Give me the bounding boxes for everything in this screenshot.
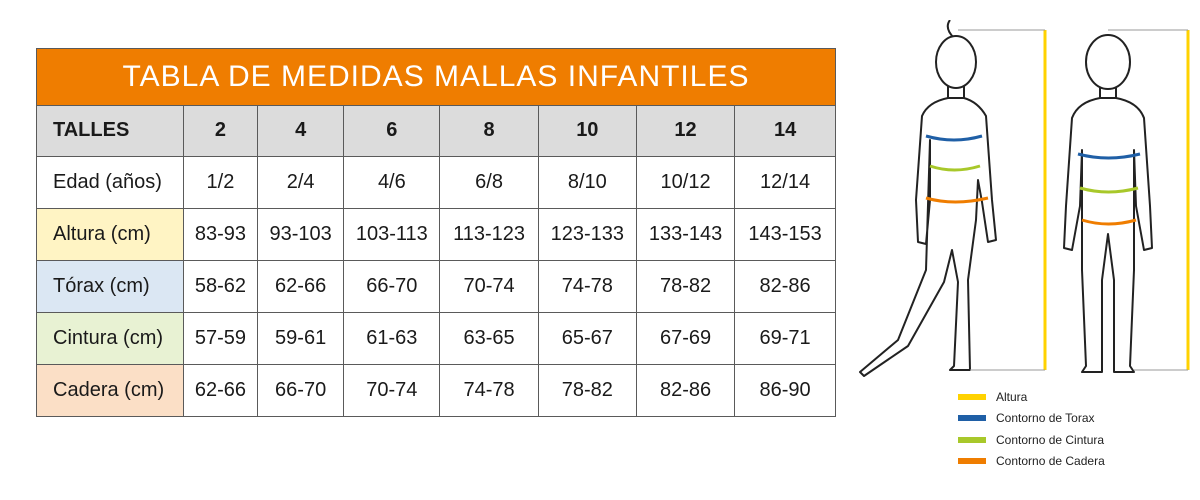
row-label: Cintura (cm) <box>37 311 184 365</box>
cell: 66-70 <box>343 259 441 313</box>
cell: 58-62 <box>182 259 259 313</box>
size-header: 6 <box>343 106 441 157</box>
legend-label: Contorno de Torax <box>996 411 1095 426</box>
cell: 10/12 <box>635 155 736 209</box>
cell: 78-82 <box>635 259 736 313</box>
size-header: 8 <box>439 106 539 157</box>
cell: 93-103 <box>257 207 345 261</box>
header-row: TALLES 2 4 6 8 10 12 14 <box>37 106 835 157</box>
cell: 78-82 <box>537 363 637 416</box>
measurements-grid: TALLES 2 4 6 8 10 12 14 Edad (años) 1/2 … <box>37 106 835 416</box>
cell: 8/10 <box>537 155 637 209</box>
legend-item-torax: Contorno de Torax <box>958 408 1105 430</box>
girl-hip-line <box>925 196 989 204</box>
cell: 66-70 <box>257 363 345 416</box>
cell: 133-143 <box>635 207 736 261</box>
cell: 62-66 <box>182 363 259 416</box>
cell: 74-78 <box>439 363 539 416</box>
cell: 69-71 <box>734 311 835 365</box>
legend-label: Contorno de Cintura <box>996 432 1105 447</box>
cell: 65-67 <box>537 311 637 365</box>
boy-chest-line <box>1077 152 1141 160</box>
cell: 61-63 <box>343 311 441 365</box>
cell: 63-65 <box>439 311 539 365</box>
cell: 143-153 <box>734 207 835 261</box>
cell: 103-113 <box>343 207 441 261</box>
size-header: 12 <box>635 106 736 157</box>
table-row: Cintura (cm) 57-59 59-61 61-63 63-65 65-… <box>37 311 835 365</box>
cell: 86-90 <box>734 363 835 416</box>
legend-item-cintura: Contorno de Cintura <box>958 429 1105 451</box>
legend-swatch <box>958 415 986 422</box>
cell: 70-74 <box>439 259 539 313</box>
cell: 82-86 <box>734 259 835 313</box>
girl-chest-line <box>925 134 983 142</box>
body-measurement-illustration <box>859 20 1190 377</box>
table-title: TABLA DE MEDIDAS MALLAS INFANTILES <box>37 49 835 106</box>
cell: 74-78 <box>537 259 637 313</box>
header-label: TALLES <box>37 106 184 157</box>
table-row: Altura (cm) 83-93 93-103 103-113 113-123… <box>37 207 835 261</box>
cell: 70-74 <box>343 363 441 416</box>
legend-swatch <box>958 393 986 400</box>
table-row: Tórax (cm) 58-62 62-66 66-70 70-74 74-78… <box>37 259 835 313</box>
legend-item-cadera: Contorno de Cadera <box>958 451 1105 473</box>
row-label: Altura (cm) <box>37 207 184 261</box>
cell: 82-86 <box>635 363 736 416</box>
measurement-legend: Altura Contorno de Torax Contorno de Cin… <box>958 386 1105 472</box>
cell: 123-133 <box>537 207 637 261</box>
size-header: 14 <box>734 106 835 157</box>
table-row: Edad (años) 1/2 2/4 4/6 6/8 8/10 10/12 1… <box>37 155 835 209</box>
boy-waist-line <box>1079 186 1139 194</box>
legend-swatch <box>958 436 986 443</box>
legend-label: Contorno de Cadera <box>996 454 1105 469</box>
girl-figure <box>859 20 997 377</box>
row-label: Cadera (cm) <box>37 363 184 416</box>
cell: 6/8 <box>439 155 539 209</box>
cell: 67-69 <box>635 311 736 365</box>
girl-waist-line <box>929 164 981 172</box>
size-table: TABLA DE MEDIDAS MALLAS INFANTILES TALLE… <box>36 48 836 417</box>
size-header: 4 <box>257 106 345 157</box>
size-header: 10 <box>537 106 637 157</box>
legend-swatch <box>958 458 986 465</box>
cell: 59-61 <box>257 311 345 365</box>
cell: 83-93 <box>182 207 259 261</box>
cell: 57-59 <box>182 311 259 365</box>
cell: 1/2 <box>182 155 259 209</box>
cell: 62-66 <box>257 259 345 313</box>
boy-figure <box>1063 34 1153 373</box>
legend-label: Altura <box>996 389 1028 404</box>
table-row: Cadera (cm) 62-66 66-70 70-74 74-78 78-8… <box>37 363 835 416</box>
boy-hip-line <box>1081 218 1137 226</box>
row-label: Tórax (cm) <box>37 259 184 313</box>
legend-item-altura: Altura <box>958 386 1105 408</box>
cell: 2/4 <box>257 155 345 209</box>
cell: 12/14 <box>734 155 835 209</box>
size-header: 2 <box>182 106 259 157</box>
row-label: Edad (años) <box>37 155 184 209</box>
cell: 113-123 <box>439 207 539 261</box>
cell: 4/6 <box>343 155 441 209</box>
